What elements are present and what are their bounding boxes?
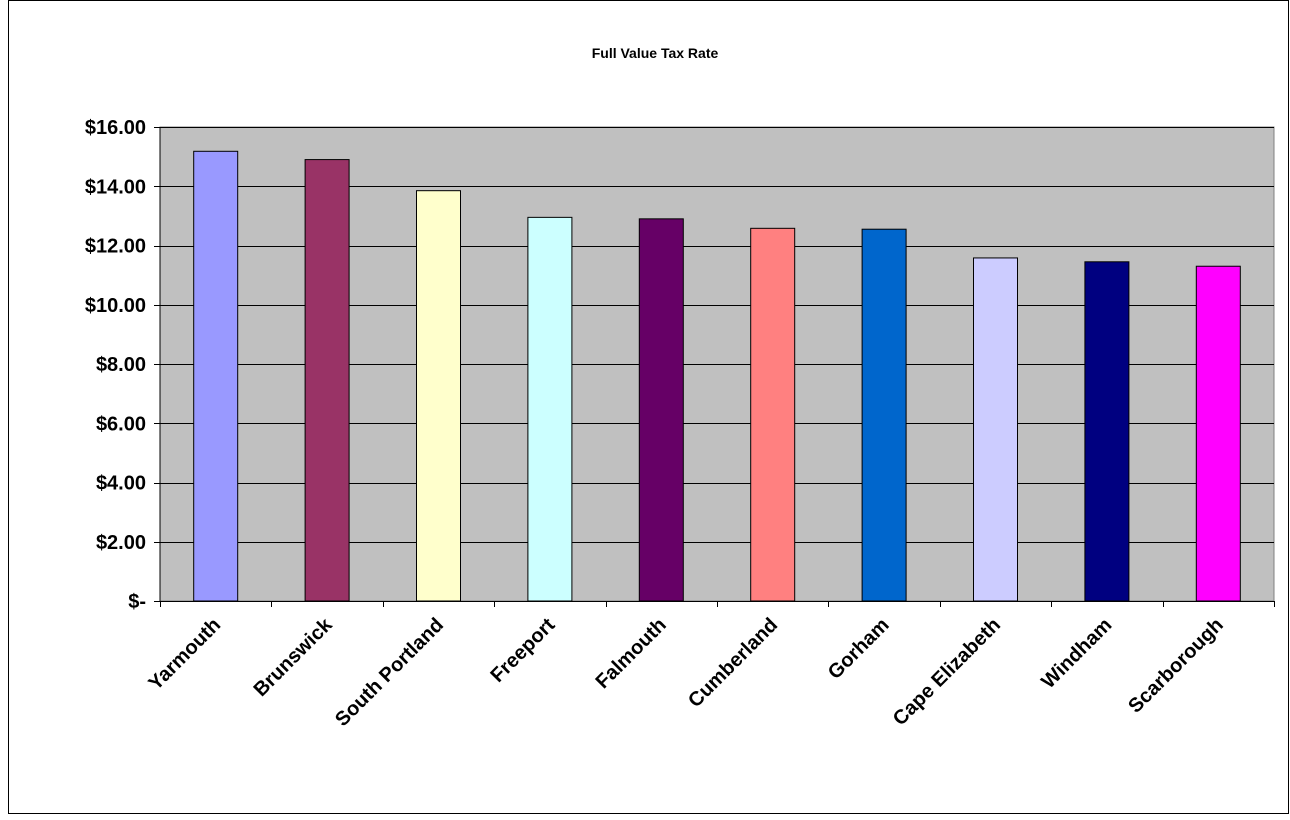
- y-tick-label: $10.00: [85, 295, 146, 317]
- chart-title: Full Value Tax Rate: [592, 45, 719, 61]
- bar-yarmouth: [193, 150, 239, 602]
- bar-gorham: [861, 228, 907, 602]
- bar-scarborough: [1195, 265, 1241, 602]
- y-tick-label: $8.00: [96, 354, 146, 376]
- y-tick-label: $6.00: [96, 413, 146, 435]
- bar-cape-elizabeth: [973, 257, 1018, 602]
- bar-falmouth: [638, 218, 684, 602]
- y-axis-tick-labels: $- $2.00 $4.00 $6.00 $8.00 $10.00 $12.00 $14.00…: [85, 117, 146, 613]
- bar-cumberland: [750, 227, 796, 602]
- bar-windham: [1084, 261, 1130, 602]
- y-tick-label: $16.00: [85, 117, 146, 139]
- y-tick-label: $14.00: [85, 176, 146, 198]
- y-tick-label: $4.00: [96, 473, 146, 495]
- axes: [154, 127, 1275, 607]
- y-tick-label: $12.00: [85, 236, 146, 258]
- y-tick-label: $-: [128, 591, 146, 613]
- y-tick-label: $2.00: [96, 532, 146, 554]
- bar-south-portland: [416, 190, 461, 602]
- bar-brunswick: [304, 159, 350, 602]
- bar-freeport: [527, 216, 573, 602]
- bars: [193, 150, 1241, 602]
